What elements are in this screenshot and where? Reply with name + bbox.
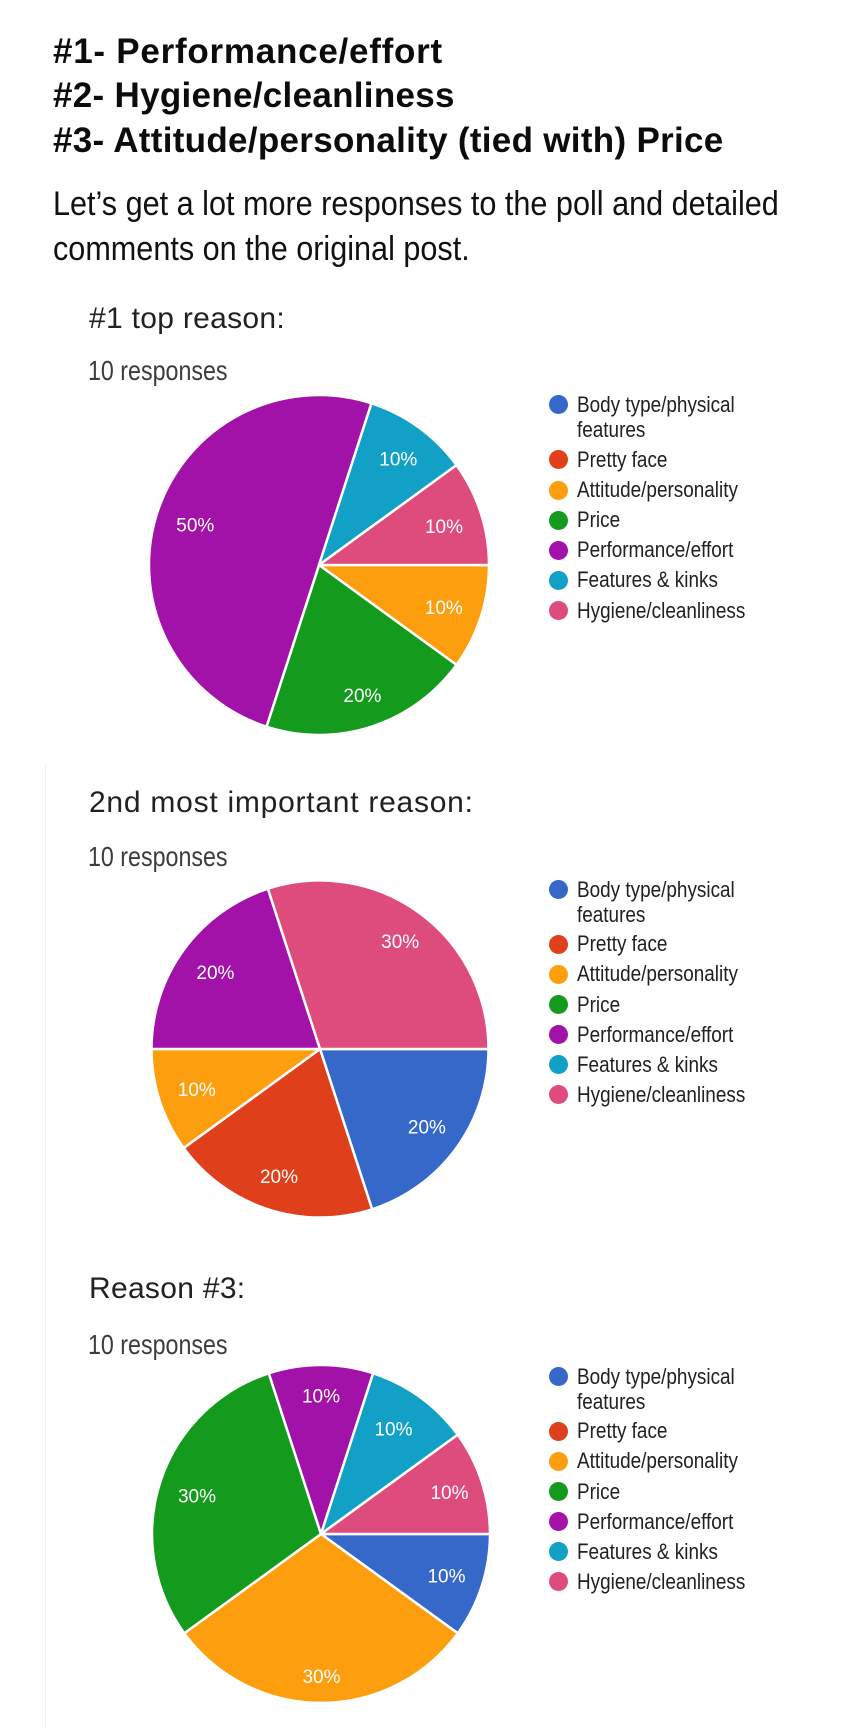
svg-text:10%: 10% bbox=[178, 1080, 216, 1101]
svg-text:10%: 10% bbox=[427, 1567, 465, 1588]
svg-text:20%: 20% bbox=[344, 686, 382, 707]
svg-text:20%: 20% bbox=[408, 1117, 446, 1138]
svg-text:10%: 10% bbox=[425, 598, 463, 619]
svg-text:10%: 10% bbox=[430, 1483, 468, 1504]
svg-text:30%: 30% bbox=[178, 1487, 216, 1508]
svg-text:50%: 50% bbox=[176, 515, 214, 536]
svg-text:10%: 10% bbox=[379, 449, 417, 470]
svg-text:10%: 10% bbox=[374, 1420, 412, 1441]
svg-text:30%: 30% bbox=[381, 932, 419, 953]
svg-text:20%: 20% bbox=[196, 963, 234, 984]
svg-text:30%: 30% bbox=[302, 1667, 340, 1688]
svg-text:10%: 10% bbox=[302, 1387, 340, 1408]
svg-text:20%: 20% bbox=[260, 1167, 298, 1188]
svg-text:10%: 10% bbox=[425, 516, 463, 537]
